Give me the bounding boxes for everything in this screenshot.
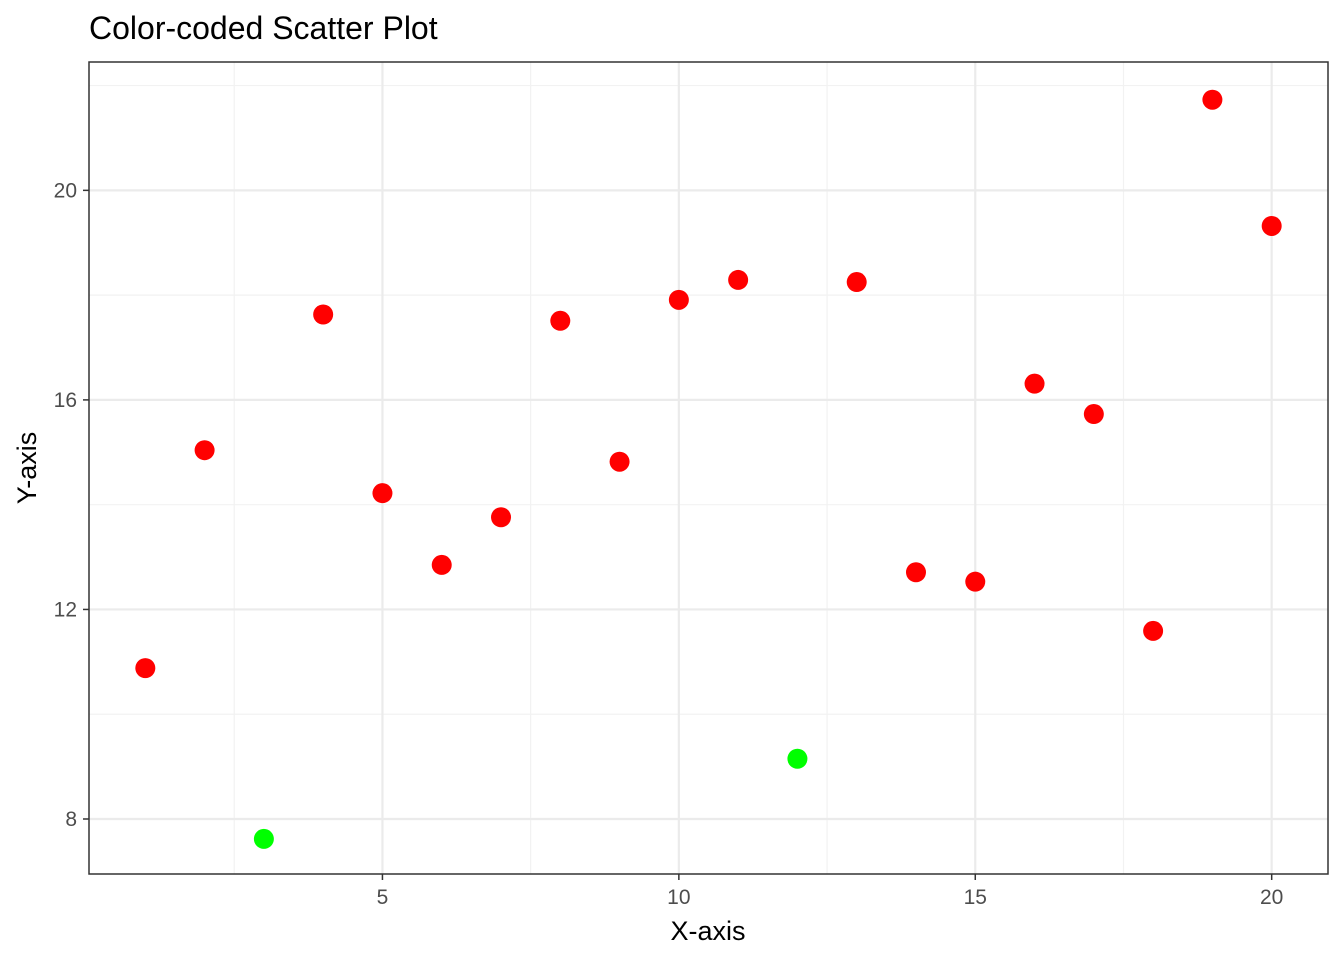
x-tick-label: 15 xyxy=(964,886,987,909)
scatter-point xyxy=(728,269,749,290)
scatter-point xyxy=(1143,620,1164,641)
minor-gridlines xyxy=(89,62,1328,874)
scatter-point xyxy=(905,562,926,583)
scatter-point xyxy=(253,828,274,849)
scatter-point xyxy=(609,451,630,472)
y-tick-label: 16 xyxy=(54,389,77,412)
scatter-point xyxy=(1083,404,1104,425)
scatter-point xyxy=(668,289,689,310)
scatter-point xyxy=(431,554,452,575)
chart-title: Color-coded Scatter Plot xyxy=(89,10,438,46)
x-tick-label: 20 xyxy=(1260,886,1283,909)
scatter-point xyxy=(135,658,156,679)
x-tick-label: 5 xyxy=(377,886,389,909)
scatter-point xyxy=(787,748,808,769)
scatter-point xyxy=(1202,89,1223,110)
x-axis-ticks: 5 10 15 20 xyxy=(377,874,1283,909)
x-axis-title: X-axis xyxy=(670,916,745,946)
scatter-point xyxy=(372,483,393,504)
y-axis-title: Y-axis xyxy=(12,432,42,505)
y-tick-label: 20 xyxy=(54,179,77,202)
x-tick-label: 10 xyxy=(667,886,690,909)
scatter-point xyxy=(965,571,986,592)
scatter-point xyxy=(194,440,215,461)
scatter-point xyxy=(313,304,334,325)
major-gridlines xyxy=(89,62,1328,874)
scatter-point xyxy=(846,272,867,293)
scatter-point xyxy=(491,507,512,528)
y-tick-label: 8 xyxy=(65,808,77,831)
panel-border xyxy=(88,61,1329,875)
y-axis-ticks: 8 12 16 20 xyxy=(54,179,89,831)
scatter-point xyxy=(1024,373,1045,394)
scatter-point xyxy=(1261,215,1282,236)
data-points xyxy=(135,89,1282,849)
y-tick-label: 12 xyxy=(54,598,77,621)
scatter-point xyxy=(550,310,571,331)
